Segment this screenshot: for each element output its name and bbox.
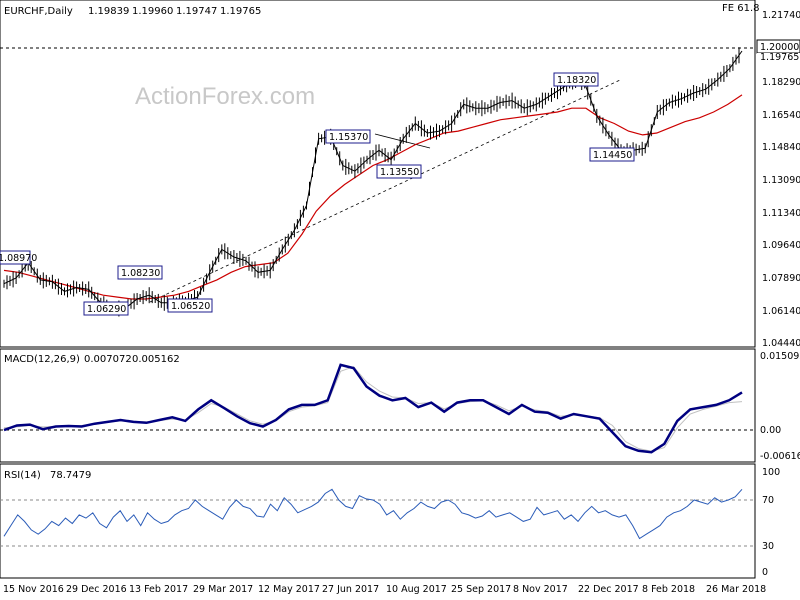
annotation-label: 1.14450 (593, 150, 632, 161)
ma-line (3, 94, 743, 300)
price-open: 1.19839 (88, 6, 129, 17)
annotation-1-06520: 1.06520 (167, 298, 213, 313)
x-tick-label: 27 Jun 2017 (322, 584, 379, 595)
annotation-label: 1.18320 (557, 75, 596, 86)
trend-line (149, 79, 621, 303)
x-tick-label: 8 Nov 2017 (513, 584, 568, 595)
price-tick-label: 1.18290 (762, 77, 800, 88)
price-level-label: 1.20000 (760, 42, 799, 53)
annotation-1-14450: 1.14450 (589, 147, 635, 162)
watermark: ActionForex.com (135, 83, 315, 110)
price-tick-label: 1.13090 (762, 175, 800, 186)
price-tick-label: 1.04440 (762, 338, 800, 349)
price-high: 1.19960 (132, 6, 173, 17)
price-tick-label: 1.21740 (762, 10, 800, 21)
x-tick-label: 13 Feb 2017 (129, 584, 188, 595)
price-tick-label: 1.09640 (762, 240, 800, 251)
rsi-tick-label: 70 (762, 495, 774, 506)
macd-tick-label: 0.015092 (760, 351, 800, 362)
x-tick-label: 29 Dec 2016 (66, 584, 127, 595)
x-tick-label: 15 Nov 2016 (3, 584, 64, 595)
price-y-axis: 1.21740 1.18290 1.16540 1.14840 1.13090 … (762, 10, 800, 349)
annotation-1-06290: 1.06290 (83, 301, 129, 316)
macd-title: MACD(12,26,9) (4, 354, 80, 365)
macd-value-main: 0.007072 (84, 354, 132, 365)
x-tick-label: 8 Feb 2018 (642, 584, 695, 595)
x-axis: 15 Nov 2016 29 Dec 2016 13 Feb 2017 29 M… (0, 577, 766, 595)
price-tick-label: 1.11340 (762, 208, 800, 219)
price-tick-label: 1.16540 (762, 110, 800, 121)
x-tick-label: 26 Mar 2018 (706, 584, 766, 595)
annotation-label: 1.08230 (121, 268, 160, 279)
price-tick-label: 1.06140 (762, 306, 800, 317)
annotation-1-08970: 1.08970 (0, 250, 37, 265)
annotation-label: 1.15370 (329, 132, 368, 143)
price-close: 1.19765 (220, 6, 261, 17)
price-symbol: EURCHF,Daily (4, 6, 73, 17)
annotation-label: 1.06290 (87, 304, 126, 315)
macd-value-signal: 0.005162 (132, 354, 180, 365)
annotation-label: 1.06520 (171, 301, 210, 312)
macd-line (3, 363, 743, 454)
annotation-1-18320: 1.18320 (553, 72, 599, 87)
rsi-tick-label: 100 (762, 467, 780, 478)
x-tick-label: 29 Mar 2017 (193, 584, 253, 595)
rsi-tick-label: 0 (762, 567, 768, 578)
macd-tick-label: -0.006163 (760, 451, 800, 462)
annotation-label: 1.13550 (380, 167, 419, 178)
price-tick-label: 1.14840 (762, 142, 800, 153)
annotation-1-15370: 1.15370 (325, 129, 371, 144)
annotation-1-08230: 1.08230 (117, 265, 163, 280)
x-tick-label: 22 Dec 2017 (578, 584, 639, 595)
last-price-label: 1.19765 (760, 52, 799, 63)
rsi-tick-label: 30 (762, 541, 774, 552)
annotation-1-13550: 1.13550 (376, 164, 422, 179)
macd-tick-label: 0.00 (760, 425, 781, 436)
rsi-line (3, 488, 743, 540)
rsi-title: RSI(14) (4, 470, 41, 481)
rsi-value: 78.7479 (50, 470, 91, 481)
last-price-badge (757, 53, 800, 59)
x-tick-label: 10 Aug 2017 (386, 584, 447, 595)
macd-panel (0, 348, 756, 463)
x-tick-label: 12 May 2017 (258, 584, 320, 595)
price-tick-label: 1.07890 (762, 273, 800, 284)
x-tick-label: 25 Sep 2017 (451, 584, 511, 595)
fe-label: FE 61.8 (722, 3, 760, 14)
annotation-label: 1.08970 (0, 253, 37, 264)
rsi-panel (0, 463, 756, 579)
price-low: 1.19747 (176, 6, 217, 17)
